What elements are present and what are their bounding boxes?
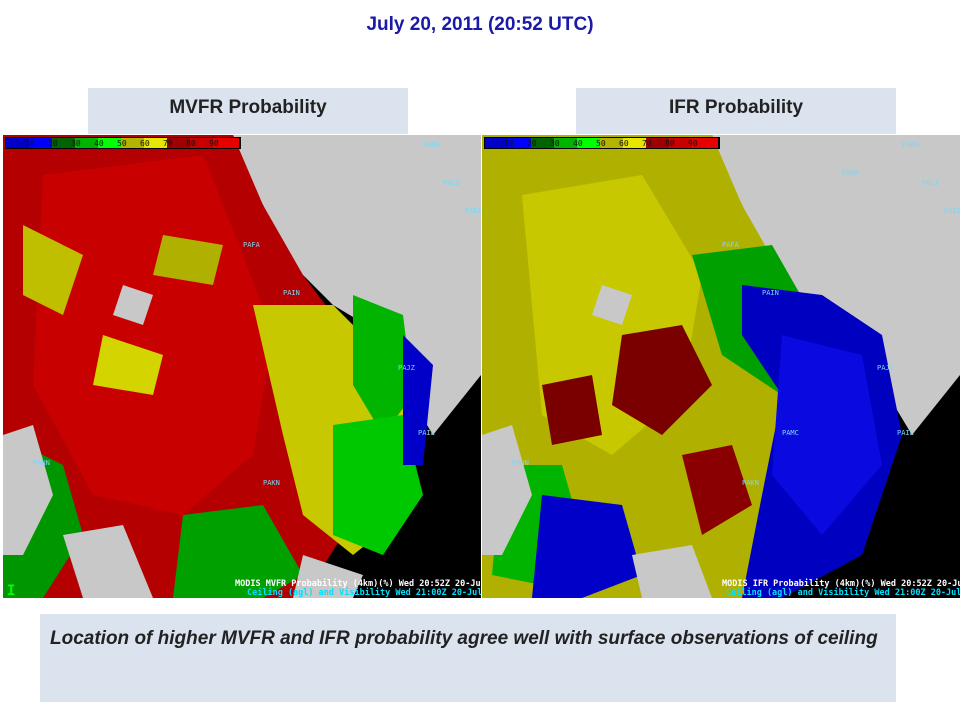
ifr-footer-line1: MODIS IFR Probability (4km)(%) Wed 20:52… xyxy=(722,578,960,589)
ifr-map-image: 10 20 30 40 50 60 70 80 90 PARG PALI PAE… xyxy=(482,135,960,598)
svg-text:PAIN: PAIN xyxy=(283,289,300,297)
ifr-probability-map: 10 20 30 40 50 60 70 80 90 PARG PALI PAE… xyxy=(482,135,960,598)
mvfr-panel-label: MVFR Probability xyxy=(88,88,408,134)
svg-text:PAEI: PAEI xyxy=(944,207,960,215)
svg-text:PANN: PANN xyxy=(33,459,50,467)
svg-text:PAKN: PAKN xyxy=(742,479,759,487)
svg-text:PAMR: PAMR xyxy=(842,169,860,177)
svg-text:PAIN: PAIN xyxy=(762,289,779,297)
svg-text:90: 90 xyxy=(688,139,698,148)
svg-text:30: 30 xyxy=(71,139,81,148)
svg-text:10: 10 xyxy=(504,139,514,148)
ifr-footer-line2: Ceiling (agl) and Visibility Wed 21:00Z … xyxy=(726,587,960,598)
svg-text:60: 60 xyxy=(619,139,629,148)
svg-text:20: 20 xyxy=(48,139,58,148)
mvfr-footer-line2: Ceiling (agl) and Visibility Wed 21:00Z … xyxy=(247,587,481,598)
page-title: July 20, 2011 (20:52 UTC) xyxy=(366,14,594,35)
svg-text:90: 90 xyxy=(209,139,219,148)
svg-text:80: 80 xyxy=(186,139,196,148)
svg-text:PAFA: PAFA xyxy=(243,241,261,249)
svg-text:PAJZ: PAJZ xyxy=(877,364,894,372)
svg-text:PAJZ: PAJZ xyxy=(398,364,415,372)
ifr-panel-label: IFR Probability xyxy=(576,88,896,134)
corner-mark: I xyxy=(7,583,15,598)
ifr-color-legend: 10 20 30 40 50 60 70 80 90 xyxy=(484,137,720,149)
svg-text:PAEI: PAEI xyxy=(465,207,481,215)
svg-text:PANN: PANN xyxy=(512,459,529,467)
svg-text:PAFA: PAFA xyxy=(722,241,740,249)
mvfr-color-legend: 10 20 30 40 50 60 70 80 90 xyxy=(5,137,241,149)
caption-text: Location of higher MVFR and IFR probabil… xyxy=(50,628,878,649)
svg-text:40: 40 xyxy=(573,139,583,148)
svg-text:60: 60 xyxy=(140,139,150,148)
svg-text:40: 40 xyxy=(94,139,104,148)
mvfr-probability-map: 10 20 30 40 50 60 70 80 90 PARG PALI PAE… xyxy=(3,135,481,598)
svg-text:30: 30 xyxy=(550,139,560,148)
mvfr-footer-line1: MODIS MVFR Probability (4km)(%) Wed 20:5… xyxy=(235,578,481,589)
svg-text:50: 50 xyxy=(596,139,606,148)
mvfr-map-image: 10 20 30 40 50 60 70 80 90 PARG PALI PAE… xyxy=(3,135,481,598)
ifr-station-markers: PARG PALI PAEI PAFA PAIN PAJZ PAIL PAKN … xyxy=(512,141,960,487)
svg-text:50: 50 xyxy=(117,139,127,148)
svg-text:80: 80 xyxy=(665,139,675,148)
svg-text:PAIL: PAIL xyxy=(897,429,914,437)
svg-text:10: 10 xyxy=(25,139,35,148)
svg-text:PAIL: PAIL xyxy=(418,429,435,437)
svg-text:PARG: PARG xyxy=(902,141,919,149)
svg-text:PARG: PARG xyxy=(423,141,440,149)
svg-text:PAKN: PAKN xyxy=(263,479,280,487)
svg-text:70: 70 xyxy=(642,139,652,148)
svg-text:PAMC: PAMC xyxy=(782,429,799,437)
svg-text:70: 70 xyxy=(163,139,173,148)
svg-text:20: 20 xyxy=(527,139,537,148)
svg-text:PALI: PALI xyxy=(443,179,460,187)
caption-box: Location of higher MVFR and IFR probabil… xyxy=(40,614,896,702)
svg-text:PALI: PALI xyxy=(922,179,939,187)
mvfr-station-markers: PARG PALI PAEI PAFA PAIN PAJZ PAIL PAKN … xyxy=(33,141,481,487)
